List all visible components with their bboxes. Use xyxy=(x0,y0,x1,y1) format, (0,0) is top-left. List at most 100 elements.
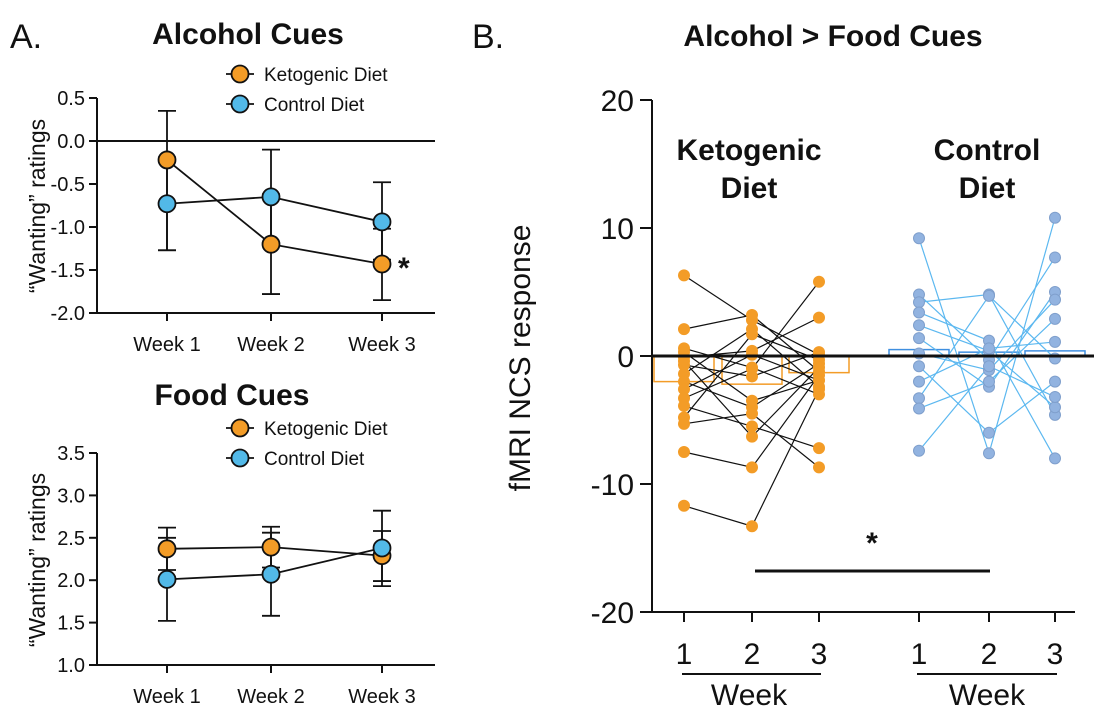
data-point xyxy=(261,564,281,584)
panel-b-y-axis-label: fMRI NCS response xyxy=(504,225,537,492)
data-point xyxy=(157,569,177,589)
x-tick-label: 2 xyxy=(981,638,998,671)
subject-point xyxy=(913,392,925,405)
subject-point xyxy=(913,444,925,457)
panel-b-letter: B. xyxy=(472,18,504,56)
x-tick-label: 3 xyxy=(811,638,828,671)
y-tick-label: -1.5 xyxy=(51,260,85,282)
data-point xyxy=(372,254,392,274)
alcohol-food-contrast-chart: 20 10 0 -10 -20 1 2 3 1 2 3 * xyxy=(591,85,1094,675)
legend-marker xyxy=(230,64,250,84)
legend-label: Ketogenic Diet xyxy=(264,419,388,440)
subject-point xyxy=(813,442,825,455)
data-point xyxy=(261,537,281,557)
legend-marker xyxy=(230,418,250,438)
legend-label: Control Diet xyxy=(264,449,365,470)
y-tick-label: -2.0 xyxy=(51,303,85,325)
subject-point xyxy=(913,232,925,245)
subject-point xyxy=(678,399,690,412)
subject-point xyxy=(1049,251,1061,264)
subject-point xyxy=(813,311,825,324)
subject-point xyxy=(813,461,825,474)
subject-point xyxy=(746,430,758,443)
alcohol-y-axis-label: “Wanting” ratings xyxy=(24,119,50,293)
x-tick-label: 3 xyxy=(1047,638,1064,671)
ketogenic-group-label-line2: Diet xyxy=(721,172,778,205)
panel-a-letter: A. xyxy=(10,18,42,56)
data-point xyxy=(157,150,177,170)
ketogenic-group-label-line1: Ketogenic xyxy=(676,134,821,167)
subject-point xyxy=(913,319,925,332)
x-tick-label: Week 1 xyxy=(133,334,200,356)
legend-label: Control Diet xyxy=(264,95,365,116)
y-tick-label: -0.5 xyxy=(51,174,85,196)
subject-point xyxy=(1049,211,1061,224)
x-tick-label: 1 xyxy=(676,638,693,671)
alcohol-cues-chart: 0.5 0.0 -0.5 -1.0 -1.5 -2.0 Week 1 Week 2 Week 3… xyxy=(51,64,435,356)
x-tick-label: Week 3 xyxy=(348,686,415,708)
subject-point xyxy=(1049,452,1061,465)
subject-point xyxy=(983,426,995,439)
subject-point xyxy=(746,520,758,533)
subject-point xyxy=(913,360,925,373)
subject-point xyxy=(1049,401,1061,414)
y-tick-label: 0.0 xyxy=(57,131,85,153)
y-tick-label: 0 xyxy=(617,341,634,374)
subject-point xyxy=(813,275,825,288)
subject-point xyxy=(1049,312,1061,325)
subject-point xyxy=(746,420,758,433)
subject-point xyxy=(1049,335,1061,348)
data-point xyxy=(372,538,392,558)
x-tick-label: 2 xyxy=(744,638,761,671)
subject-point xyxy=(913,332,925,345)
alcohol-cues-title: Alcohol Cues xyxy=(152,18,344,51)
control-group-label-line2: Diet xyxy=(959,172,1016,205)
data-point xyxy=(157,539,177,559)
x-tick-label: Week 2 xyxy=(237,334,304,356)
subject-point xyxy=(983,360,995,373)
y-tick-label: 10 xyxy=(601,213,634,246)
control-group-label-line1: Control xyxy=(934,134,1041,167)
subject-point xyxy=(983,342,995,355)
subject-point xyxy=(678,323,690,336)
data-point xyxy=(372,212,392,232)
x-tick-label: Week 1 xyxy=(133,686,200,708)
subject-point xyxy=(678,446,690,458)
subject-point xyxy=(746,362,758,375)
legend-marker xyxy=(230,94,250,114)
data-point xyxy=(157,194,177,214)
subject-point xyxy=(813,361,825,374)
food-cues-chart: 3.5 3.0 2.5 2.0 1.5 1.0 Week 1 Week 2 Week 3 Keto… xyxy=(57,418,435,708)
subject-point xyxy=(746,328,758,341)
y-tick-label: -10 xyxy=(591,469,634,502)
subject-point xyxy=(913,402,925,415)
subject-point xyxy=(746,407,758,420)
x-tick-label: Week 2 xyxy=(237,686,304,708)
x-tick-label: Week 3 xyxy=(348,334,415,356)
subject-point xyxy=(983,447,995,460)
subject-point xyxy=(1049,293,1061,306)
subject-point xyxy=(746,309,758,322)
y-tick-label: 0.5 xyxy=(57,88,85,110)
y-tick-label: 20 xyxy=(601,85,634,118)
subject-point xyxy=(983,375,995,388)
y-tick-label: 2.0 xyxy=(57,570,85,592)
subject-point xyxy=(913,296,925,309)
legend-label: Ketogenic Diet xyxy=(264,65,388,86)
subject-point xyxy=(746,394,758,407)
data-point xyxy=(261,187,281,207)
ketogenic-week-label: Week xyxy=(711,679,788,711)
subject-point xyxy=(913,375,925,388)
y-tick-label: -20 xyxy=(591,597,634,630)
y-tick-label: 1.5 xyxy=(57,613,85,635)
y-tick-label: 3.0 xyxy=(57,485,85,507)
y-tick-label: 1.0 xyxy=(57,655,85,677)
y-tick-label: -1.0 xyxy=(51,217,85,239)
control-week-label: Week xyxy=(949,679,1026,711)
subject-point xyxy=(1049,390,1061,403)
legend-marker xyxy=(230,448,250,468)
y-tick-label: 3.5 xyxy=(57,443,85,465)
y-tick-label: 2.5 xyxy=(57,528,85,550)
subject-point xyxy=(678,499,690,512)
